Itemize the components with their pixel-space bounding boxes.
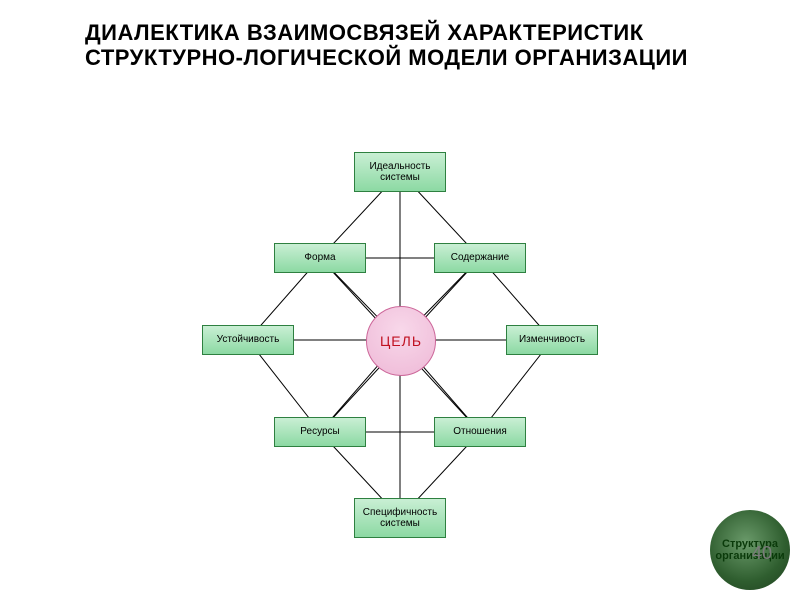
node-top: Идеальность системы (354, 152, 446, 192)
node-left: Устойчивость (202, 325, 294, 355)
node-center-label: ЦЕЛЬ (380, 333, 422, 349)
footer-label-line2: организации (715, 550, 784, 562)
node-upper_left-label: Форма (279, 252, 361, 264)
node-bottom: Специфичность системы (354, 498, 446, 538)
node-upper_right-label: Содержание (439, 252, 521, 264)
node-left-label: Устойчивость (207, 334, 289, 346)
node-right-label: Изменчивость (511, 334, 593, 346)
node-lower_left-label: Ресурсы (279, 426, 361, 438)
node-bottom-label: Специфичность системы (359, 507, 441, 530)
page-title: ДИАЛЕКТИКА ВЗАИМОСВЯЗЕЙ ХАРАКТЕРИСТИК СТ… (85, 20, 725, 71)
node-center: ЦЕЛЬ (366, 306, 436, 376)
node-upper_right: Содержание (434, 243, 526, 273)
node-upper_left: Форма (274, 243, 366, 273)
dialectic-diagram: Идеальность системы Специфичность системы… (180, 120, 620, 560)
node-lower_right-label: Отношения (439, 426, 521, 438)
page-number: 40 (752, 543, 772, 564)
node-lower_right: Отношения (434, 417, 526, 447)
node-right: Изменчивость (506, 325, 598, 355)
footer-badge: Структура организации (710, 510, 790, 590)
node-top-label: Идеальность системы (359, 161, 441, 184)
node-lower_left: Ресурсы (274, 417, 366, 447)
